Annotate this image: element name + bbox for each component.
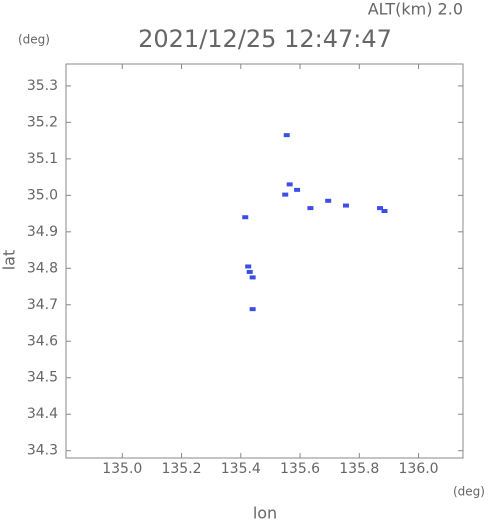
echo-point (381, 209, 388, 214)
y-tick-label: 35.3 (27, 78, 58, 94)
x-tick-label: 135.2 (161, 461, 201, 477)
y-tick-label: 34.7 (27, 297, 58, 313)
echo-point (246, 269, 253, 274)
y-tick-label: 34.6 (27, 333, 58, 349)
echo-point (245, 264, 252, 269)
x-tick-label: 135.4 (221, 461, 261, 477)
x-tick-label: 135.6 (280, 461, 320, 477)
echo-point (282, 192, 289, 197)
chart-title: 2021/12/25 12:47:47 (138, 25, 392, 53)
y-tick-label: 35.0 (27, 187, 58, 203)
x-unit: (deg) (453, 485, 485, 499)
echo-point (249, 275, 256, 280)
y-tick-label: 34.4 (27, 406, 58, 422)
y-tick-label: 35.2 (27, 114, 58, 130)
y-tick-label: 34.3 (27, 443, 58, 459)
echo-point (294, 187, 301, 192)
y-axis-label: lat (0, 250, 19, 271)
echo-point (249, 307, 256, 312)
x-axis-label: lon (253, 504, 277, 521)
x-tick-label: 136.0 (399, 461, 439, 477)
y-tick-label: 35.1 (27, 151, 58, 167)
echo-point (325, 198, 332, 203)
echo-point (342, 203, 349, 208)
altitude-label: ALT(km) 2.0 (368, 0, 463, 19)
plot-frame (65, 63, 464, 459)
echo-point (283, 133, 290, 138)
echo-point (286, 182, 293, 187)
echo-point (377, 206, 384, 211)
y-unit: (deg) (18, 33, 50, 47)
x-tick-label: 135.0 (102, 461, 142, 477)
y-tick-label: 34.5 (27, 370, 58, 386)
echo-point (242, 215, 249, 220)
echo-point (307, 206, 314, 211)
x-tick-label: 135.8 (339, 461, 379, 477)
y-tick-label: 34.9 (27, 224, 58, 240)
y-tick-label: 34.8 (27, 260, 58, 276)
